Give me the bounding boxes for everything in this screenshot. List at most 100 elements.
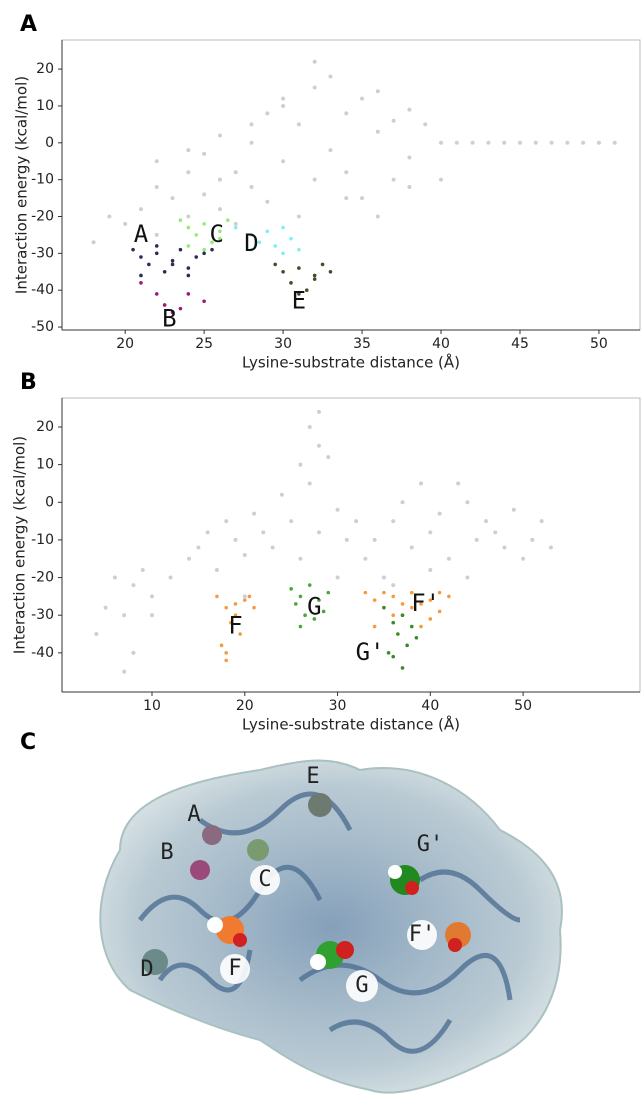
point [298, 594, 303, 599]
point [210, 247, 214, 252]
point [242, 552, 247, 557]
structure-label: F [228, 956, 241, 981]
point [186, 225, 191, 230]
point [122, 613, 127, 618]
point [252, 511, 257, 516]
point [344, 111, 349, 116]
x-tick-label: 25 [195, 336, 213, 352]
point [382, 605, 386, 610]
point [249, 140, 254, 145]
series [178, 218, 230, 252]
point [186, 292, 191, 296]
point [233, 170, 238, 175]
y-tick-label: 20 [36, 419, 54, 435]
point [414, 635, 419, 640]
point [186, 148, 191, 153]
point [391, 654, 396, 659]
point [162, 303, 167, 307]
y-tick-label: -20 [31, 209, 54, 225]
point [217, 177, 222, 182]
point [218, 229, 222, 234]
point [465, 500, 470, 505]
point [297, 247, 301, 252]
point [298, 624, 303, 629]
point [312, 59, 317, 64]
point [210, 240, 214, 245]
x-tick-label: 30 [274, 336, 292, 352]
point [409, 624, 414, 629]
point [281, 269, 285, 274]
point [391, 519, 396, 524]
point [249, 122, 254, 127]
point [202, 247, 206, 252]
point [224, 658, 229, 663]
point [297, 292, 301, 296]
y-tick-label: -40 [31, 282, 54, 298]
point [344, 170, 349, 175]
point [94, 632, 99, 637]
point [521, 556, 526, 561]
ribbons [138, 791, 521, 1054]
series [273, 262, 333, 296]
point [312, 177, 317, 182]
point [409, 545, 414, 550]
x-tick-label: 40 [432, 336, 450, 352]
point [194, 255, 199, 259]
point [91, 240, 96, 245]
surface [99, 759, 563, 1094]
point [281, 251, 285, 256]
point [321, 609, 326, 614]
annotation: F' [411, 589, 440, 617]
y-tick-label: 0 [45, 135, 54, 151]
point [249, 185, 254, 190]
point [316, 409, 321, 414]
point [202, 251, 206, 256]
point [123, 221, 128, 226]
point [289, 281, 293, 285]
point [154, 292, 159, 296]
point [178, 218, 183, 222]
x-axis-label: Lysine-substrate distance (Å) [242, 715, 460, 734]
point [581, 140, 586, 145]
point [363, 556, 368, 561]
point [317, 598, 321, 602]
x-tick-label: 45 [511, 336, 529, 352]
point [360, 196, 365, 201]
x-tick-label: 40 [421, 698, 439, 714]
molecules [142, 793, 471, 975]
point [511, 507, 516, 512]
point [407, 107, 412, 112]
point [596, 140, 601, 145]
point [149, 594, 154, 599]
point [456, 481, 461, 486]
structure-label: G' [417, 832, 444, 857]
point [391, 583, 396, 588]
annotation: A [134, 220, 149, 248]
y-tick-label: 10 [36, 457, 54, 473]
point [437, 609, 442, 614]
y-tick-label: -20 [31, 570, 54, 586]
structure-label: C [258, 867, 271, 892]
point [407, 155, 412, 160]
point [186, 244, 191, 248]
point [533, 140, 538, 145]
point [502, 140, 507, 145]
point [400, 613, 405, 618]
annotation: F [228, 611, 242, 639]
x-axis-label: Lysine-substrate distance (Å) [242, 353, 460, 372]
y-tick-label: -30 [31, 245, 54, 261]
y-tick-label: 20 [36, 61, 54, 77]
y-tick-label: -30 [31, 607, 54, 623]
point [419, 624, 423, 629]
series [91, 59, 617, 245]
point [307, 583, 312, 587]
x-tick-label: 50 [590, 336, 608, 352]
point [400, 602, 405, 606]
point [273, 244, 277, 248]
point [140, 568, 145, 573]
point [293, 602, 298, 606]
point [178, 247, 183, 252]
point [344, 196, 349, 201]
point [386, 651, 391, 655]
annotation: E [292, 286, 306, 314]
